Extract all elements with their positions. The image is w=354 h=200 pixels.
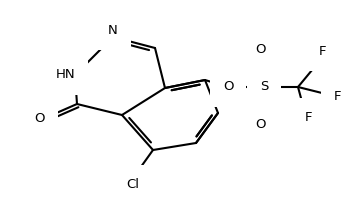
Text: HN: HN (55, 68, 75, 82)
Text: O: O (256, 43, 266, 56)
Text: N: N (108, 24, 118, 37)
Text: S: S (260, 80, 268, 94)
Text: O: O (256, 118, 266, 131)
Text: O: O (34, 112, 45, 124)
Text: F: F (334, 90, 342, 102)
Text: O: O (223, 80, 233, 94)
Text: F: F (318, 45, 326, 58)
Text: F: F (304, 111, 312, 124)
Text: Cl: Cl (126, 178, 139, 191)
